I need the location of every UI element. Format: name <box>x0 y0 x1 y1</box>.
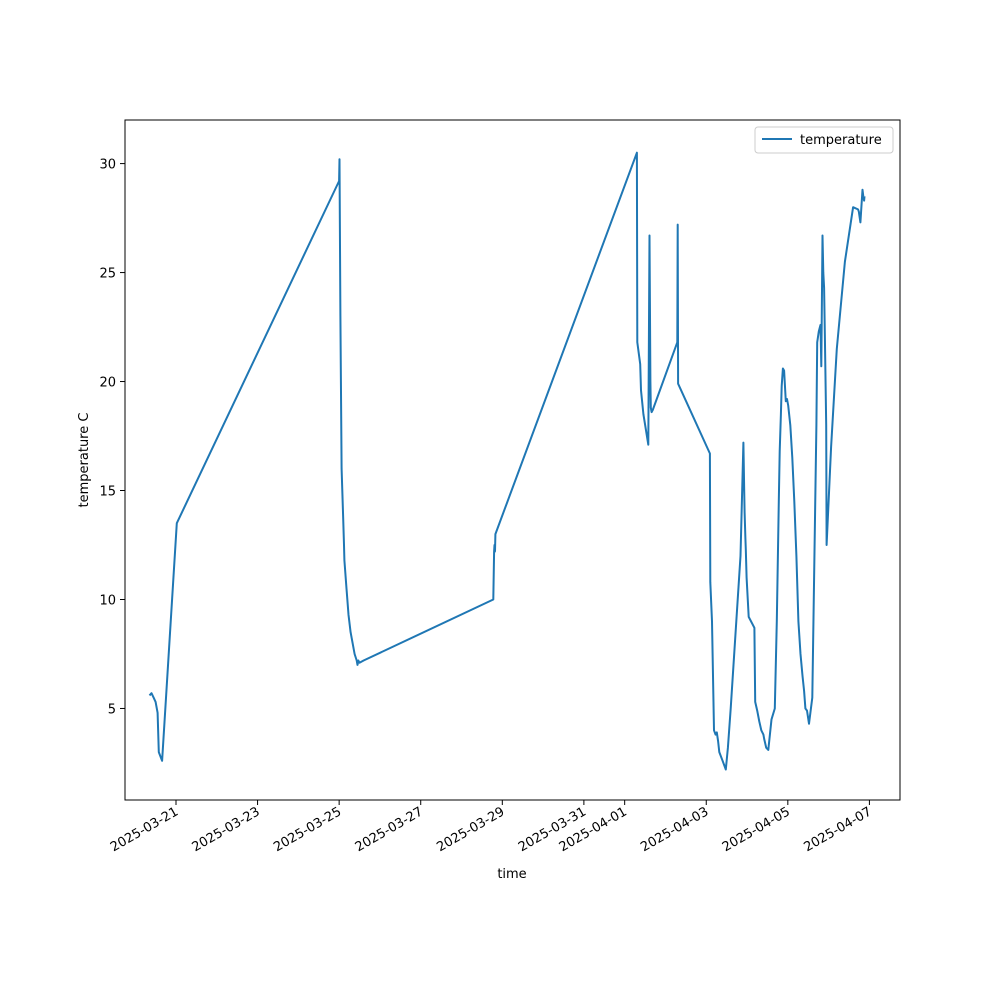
legend-box <box>754 126 894 154</box>
plot-area <box>148 151 866 771</box>
y-tick-label: 10 <box>99 593 116 608</box>
x-tick-label: 2025-03-21 <box>108 804 181 855</box>
x-tick-label: 2025-03-25 <box>271 804 344 855</box>
y-tick-label: 30 <box>99 158 116 173</box>
y-axis: 5 10 15 20 25 30 <box>99 158 125 717</box>
x-tick-label: 2025-04-07 <box>801 804 874 855</box>
x-axis-label: time <box>497 867 526 882</box>
plot-frame <box>124 119 901 801</box>
legend: temperature <box>754 126 894 154</box>
legend-entry-temperature: temperature <box>800 133 882 148</box>
x-axis: 2025-03-21 2025-03-23 2025-03-25 2025-03-27… <box>108 800 874 855</box>
x-tick-label: 2025-03-27 <box>353 804 426 855</box>
series-line-temperature <box>148 151 866 771</box>
x-tick-label: 2025-03-29 <box>434 804 507 855</box>
x-tick-label: 2025-04-03 <box>638 804 711 855</box>
y-tick-label: 20 <box>99 376 116 391</box>
y-axis-label: temperature C <box>77 413 92 508</box>
x-tick-label: 2025-04-05 <box>720 804 793 855</box>
y-tick-label: 15 <box>99 485 116 500</box>
x-tick-label: 2025-03-23 <box>190 804 263 855</box>
y-tick-label: 5 <box>108 702 116 717</box>
y-tick-label: 25 <box>99 267 116 282</box>
